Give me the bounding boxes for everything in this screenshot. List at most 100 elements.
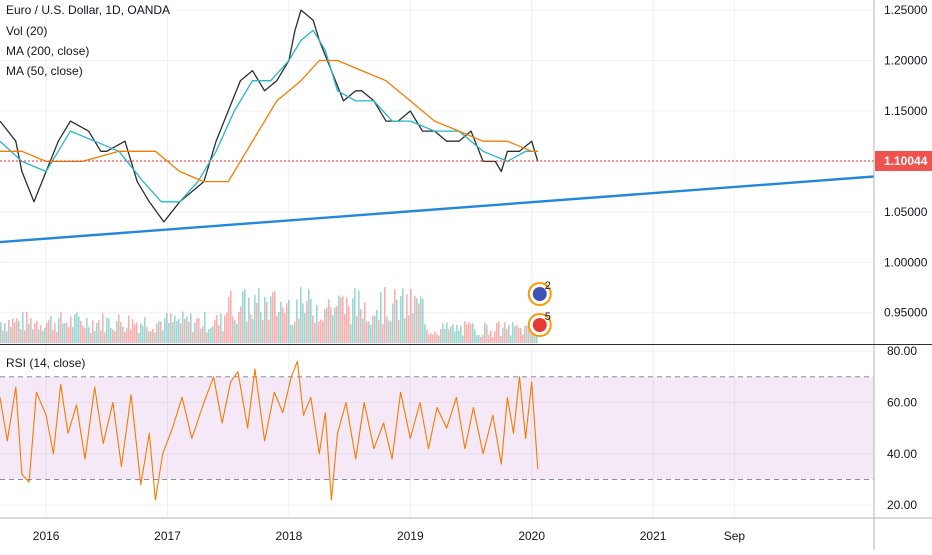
ma-200-line xyxy=(0,59,538,183)
volume-bar xyxy=(508,324,510,343)
volume-bar xyxy=(112,329,114,343)
volume-bar xyxy=(138,332,140,343)
volume-bar xyxy=(378,319,380,343)
volume-bar xyxy=(274,291,276,343)
volume-bar xyxy=(496,323,498,343)
volume-bar xyxy=(128,315,130,343)
price-tick-label: 0.95000 xyxy=(884,306,928,320)
volume-bar xyxy=(358,290,360,343)
volume-bar xyxy=(160,321,162,343)
volume-bar xyxy=(298,318,300,343)
volume-bar xyxy=(510,335,512,343)
volume-bar xyxy=(130,329,132,343)
volume-bar xyxy=(242,291,244,343)
volume-bar xyxy=(430,333,432,343)
rsi-band-fill xyxy=(0,376,874,480)
volume-bars xyxy=(0,287,538,343)
volume-bar xyxy=(348,306,350,343)
volume-bar xyxy=(504,322,506,343)
volume-bar xyxy=(158,321,160,343)
volume-bar xyxy=(140,323,142,343)
volume-bar xyxy=(524,325,526,343)
volume-bar xyxy=(266,301,268,343)
ma-50-line xyxy=(0,29,538,203)
volume-bar xyxy=(14,322,16,343)
legend-rsi[interactable]: RSI (14, close) xyxy=(6,356,86,370)
volume-bar xyxy=(440,328,442,343)
volume-bar xyxy=(212,326,214,343)
volume-bar xyxy=(522,334,524,343)
volume-bar xyxy=(260,312,262,343)
volume-bar xyxy=(122,326,124,343)
volume-bar xyxy=(6,331,8,343)
volume-bar xyxy=(412,313,414,343)
volume-bar xyxy=(474,329,476,343)
volume-bar xyxy=(460,325,462,343)
volume-bar xyxy=(426,329,428,343)
volume-bar xyxy=(450,326,452,343)
volume-bar xyxy=(120,322,122,343)
symbol-title[interactable]: Euro / U.S. Dollar, 1D, OANDA xyxy=(6,3,171,17)
volume-bar xyxy=(384,287,386,343)
volume-bar xyxy=(326,307,328,343)
volume-bar xyxy=(194,322,196,343)
volume-bar xyxy=(308,288,310,343)
volume-bar xyxy=(302,303,304,343)
volume-bar xyxy=(34,323,36,343)
volume-bar xyxy=(86,317,88,343)
volume-bar xyxy=(168,322,170,343)
volume-bar xyxy=(536,330,538,343)
volume-bar xyxy=(110,327,112,343)
volume-bar xyxy=(468,322,470,343)
volume-bar xyxy=(88,327,90,343)
volume-bar xyxy=(338,295,340,343)
volume-bar xyxy=(236,323,238,343)
last-price-badge xyxy=(875,150,932,171)
last-price-label: 1.10044 xyxy=(884,154,928,168)
volume-bar xyxy=(432,334,434,343)
volume-bar xyxy=(352,298,354,343)
volume-bar xyxy=(90,332,92,343)
volume-bar xyxy=(198,318,200,343)
volume-bar xyxy=(50,316,52,343)
volume-bar xyxy=(144,317,146,343)
volume-bar xyxy=(498,321,500,343)
volume-bar xyxy=(102,313,104,343)
volume-bar xyxy=(284,313,286,343)
volume-bar xyxy=(424,324,426,343)
volume-bar xyxy=(64,323,66,343)
volume-bar xyxy=(484,322,486,343)
volume-bar xyxy=(416,298,418,343)
volume-bar xyxy=(66,323,68,343)
volume-bar xyxy=(332,315,334,343)
volume-bar xyxy=(28,323,30,343)
volume-bar xyxy=(150,331,152,343)
rsi-band xyxy=(0,376,874,480)
volume-bar xyxy=(182,311,184,343)
volume-bar xyxy=(230,290,232,343)
volume-bar xyxy=(132,319,134,343)
volume-bar xyxy=(206,332,208,343)
volume-bar xyxy=(410,288,412,343)
volume-bar xyxy=(380,291,382,343)
volume-bar xyxy=(74,314,76,343)
volume-bar xyxy=(240,306,242,343)
volume-bar xyxy=(286,303,288,343)
legend-vol[interactable]: Vol (20) xyxy=(6,24,48,38)
volume-bar xyxy=(428,334,430,343)
volume-bar xyxy=(0,322,2,343)
volume-bar xyxy=(494,331,496,343)
legend-ma-50[interactable]: MA (50, close) xyxy=(6,64,83,78)
volume-bar xyxy=(528,328,530,343)
volume-bar xyxy=(444,328,446,343)
volume-bar xyxy=(328,299,330,343)
volume-bar xyxy=(438,335,440,343)
volume-bar xyxy=(32,329,34,343)
legend-ma-200[interactable]: MA (200, close) xyxy=(6,44,90,58)
volume-bar xyxy=(108,318,110,343)
event-badges[interactable]: 25 xyxy=(527,280,552,337)
rsi-line xyxy=(0,360,539,501)
volume-bar xyxy=(300,287,302,343)
